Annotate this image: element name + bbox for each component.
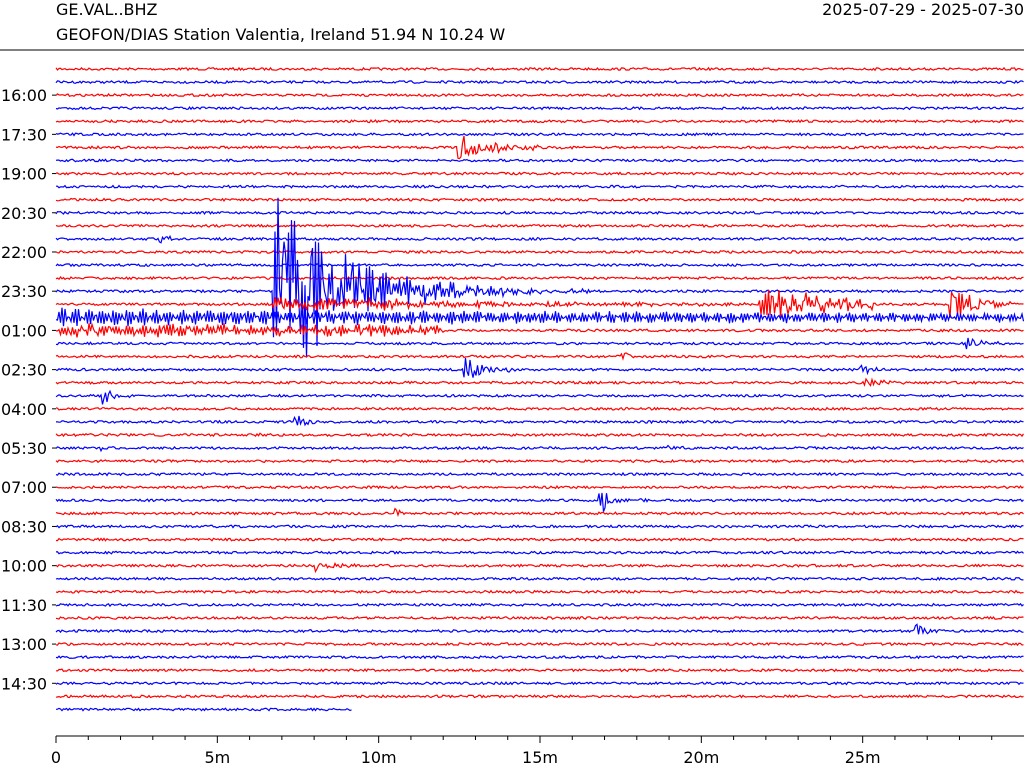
trace-line-29 xyxy=(55,444,1024,453)
x-tick-label-2: 10m xyxy=(361,748,397,767)
time-label-11: 08:30 xyxy=(1,517,47,536)
time-label-12: 10:00 xyxy=(1,557,47,576)
trace-line-11 xyxy=(55,210,1024,215)
time-label-4: 22:00 xyxy=(1,243,47,262)
time-label-15: 14:30 xyxy=(1,674,47,693)
x-tick-label-5: 25m xyxy=(845,748,881,767)
trace-line-9 xyxy=(56,184,1024,189)
time-axis-labels: 16:00 17:30 19:00 20:30 22:00 23:30 01:00 02:30… xyxy=(1,86,56,693)
x-tick-label-3: 15m xyxy=(522,748,558,767)
trace-line-7 xyxy=(55,158,1024,163)
x-tick-label-1: 5m xyxy=(204,748,230,767)
trace-line-38 xyxy=(55,561,1024,574)
time-label-6: 01:00 xyxy=(1,321,47,340)
trace-line-28 xyxy=(55,432,1024,438)
time-label-0: 16:00 xyxy=(1,86,47,105)
trace-line-34 xyxy=(55,507,1024,518)
trace-line-27 xyxy=(55,415,1024,427)
trace-line-49 xyxy=(55,707,352,712)
trace-line-6 xyxy=(55,135,1024,160)
trace-line-25 xyxy=(55,389,1024,405)
trace-line-45 xyxy=(55,655,1024,660)
trace-line-1 xyxy=(55,79,1024,85)
trace-line-40 xyxy=(55,589,1024,594)
time-label-7: 02:30 xyxy=(1,361,47,380)
trace-line-35 xyxy=(55,524,1024,529)
trace-line-41 xyxy=(55,602,1024,608)
trace-line-19 xyxy=(55,307,1024,327)
time-label-3: 20:30 xyxy=(1,204,47,223)
trace-line-17 xyxy=(55,197,1024,358)
trace-line-48 xyxy=(55,694,1024,699)
time-label-13: 11:30 xyxy=(1,596,47,615)
trace-line-30 xyxy=(55,458,1024,464)
trace-line-12 xyxy=(55,223,1024,229)
trace-line-3 xyxy=(55,105,1024,111)
trace-line-44 xyxy=(55,641,1024,647)
trace-line-47 xyxy=(55,681,1024,686)
trace-line-36 xyxy=(55,537,1024,542)
trace-line-32 xyxy=(55,485,1024,490)
trace-line-31 xyxy=(55,471,1024,477)
trace-line-8 xyxy=(55,171,1024,176)
trace-line-0 xyxy=(55,66,1024,72)
trace-line-43 xyxy=(55,623,1024,635)
trace-line-18 xyxy=(55,289,1024,318)
x-tick-label-0: 0 xyxy=(51,748,61,767)
x-tick-label-4: 20m xyxy=(683,748,719,767)
trace-line-23 xyxy=(55,357,1024,378)
trace-line-26 xyxy=(55,406,1024,411)
seismogram-traces xyxy=(55,66,1024,712)
trace-line-33 xyxy=(55,492,1024,512)
plot-frame xyxy=(0,49,1024,737)
trace-line-20 xyxy=(56,322,1024,338)
date-range: 2025-07-29 - 2025-07-30 xyxy=(822,0,1024,19)
trace-line-22 xyxy=(55,352,1024,361)
trace-line-24 xyxy=(55,377,1024,387)
trace-line-15 xyxy=(55,262,1024,268)
trace-line-21 xyxy=(55,337,1024,350)
time-label-5: 23:30 xyxy=(1,282,47,301)
trace-line-4 xyxy=(55,119,1024,124)
time-label-9: 05:30 xyxy=(1,439,47,458)
trace-line-2 xyxy=(55,92,1024,98)
trace-line-5 xyxy=(55,132,1024,137)
time-label-14: 13:00 xyxy=(1,635,47,654)
station-description: GEOFON/DIAS Station Valentia, Ireland 51… xyxy=(56,25,506,44)
trace-line-14 xyxy=(55,249,1024,255)
time-label-2: 19:00 xyxy=(1,165,47,184)
time-label-10: 07:00 xyxy=(1,478,47,497)
time-label-1: 17:30 xyxy=(1,125,47,144)
minute-axis: 0 5m 10m 15m 20m 25m xyxy=(51,736,993,767)
trace-line-46 xyxy=(55,667,1024,673)
trace-line-37 xyxy=(55,550,1024,555)
trace-line-39 xyxy=(55,576,1024,581)
trace-line-42 xyxy=(55,615,1024,621)
station-code: GE.VAL..BHZ xyxy=(56,0,158,19)
trace-line-13 xyxy=(55,234,1024,244)
time-label-8: 04:00 xyxy=(1,400,47,419)
trace-line-10 xyxy=(55,197,1024,202)
trace-line-16 xyxy=(55,276,1024,281)
